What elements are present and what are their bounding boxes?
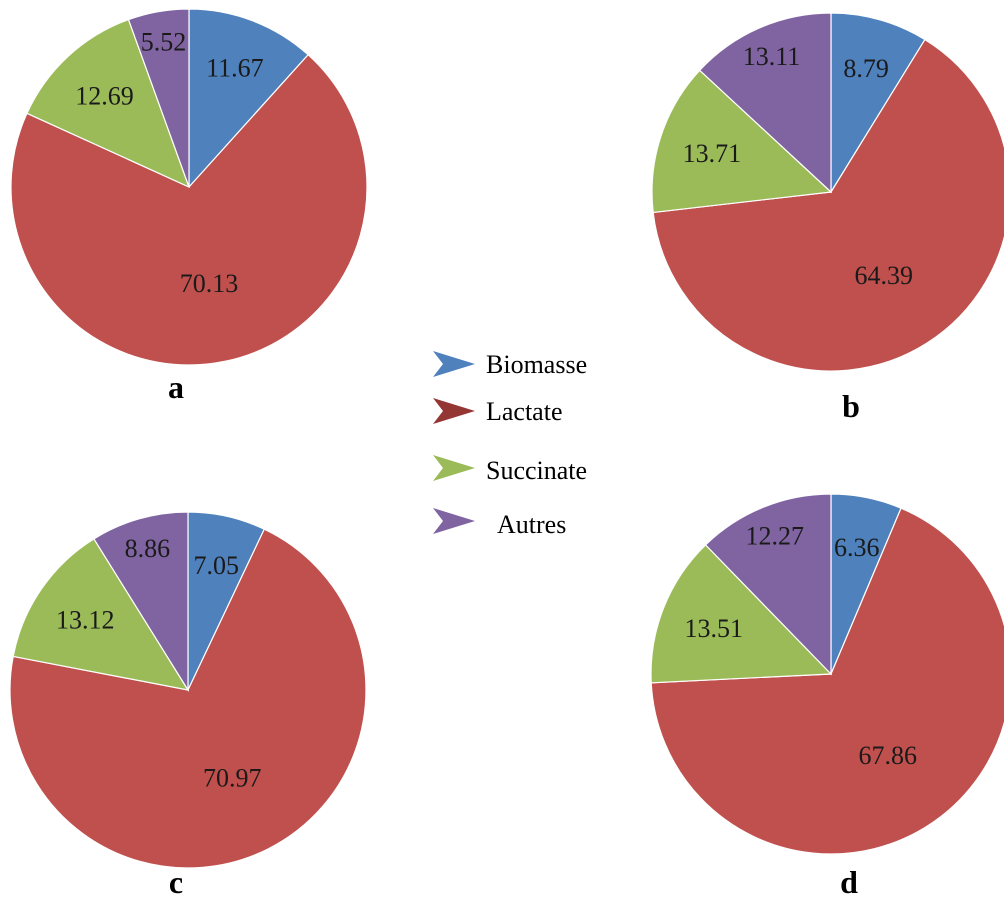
chart-legend: Biomasse Lactate Succinate Autres — [433, 350, 587, 539]
pie-d-slice-lactate — [650, 507, 1004, 855]
legend-label-lactate: Lactate — [486, 397, 563, 426]
legend-entry-biomasse: Biomasse — [433, 350, 587, 379]
pie-b-slice-lactate — [652, 38, 1004, 372]
pie-c-slice-autres — [93, 511, 189, 693]
pie-panels: 11.67 70.13 12.695.52 a 8.79 64.39 13.71 13.11 b… — [9, 8, 1004, 900]
pie-a-slice-biomasse — [188, 8, 309, 189]
pie-b-slice-autres — [698, 12, 832, 194]
legend-marker-biomasse — [433, 351, 475, 377]
panel-letter-b: b — [842, 388, 860, 424]
pie-a-slice-succinate — [26, 18, 191, 189]
legend-marker-autres — [433, 508, 475, 534]
pie-c-label-autres: 8.86 — [125, 534, 171, 563]
pie-c-slice-succinate — [12, 538, 190, 691]
pie-d-label-lactate: 67.86 — [858, 741, 917, 770]
legend-entry-succinate: Succinate — [433, 455, 587, 485]
pie-b-slice-succinate — [651, 69, 833, 214]
pie-b-slice-biomasse — [830, 12, 926, 195]
pie-a-label-lactate: 70.13 — [180, 269, 239, 298]
pie-panel-c: 7.05 70.97 13.12 8.86 c — [9, 511, 367, 900]
pie-c-slice-lactate — [9, 528, 367, 869]
pie-d-label-succinate: 13.51 — [685, 614, 744, 643]
pie-a-label-succinate: 12.69 — [75, 81, 134, 110]
pie-a-slice-lactate — [10, 53, 368, 366]
legend-entry-lactate: Lactate — [433, 397, 563, 426]
pie-d-slice-autres — [704, 493, 832, 676]
pie-c-label-succinate: 13.12 — [56, 605, 115, 634]
pie-a-label-biomasse: 11.67 — [206, 53, 264, 82]
legend-label-biomasse: Biomasse — [486, 350, 587, 379]
pie-panel-b: 8.79 64.39 13.71 13.11 b — [651, 12, 1004, 424]
pie-b-label-succinate: 13.71 — [683, 139, 742, 168]
pie-a-label-autres: 5.52 — [141, 28, 187, 57]
panel-letter-d: d — [840, 864, 858, 900]
pie-panel-a: 11.67 70.13 12.695.52 a — [10, 8, 368, 405]
pie-c-label-biomasse: 7.05 — [193, 551, 239, 580]
pie-d-label-autres: 12.27 — [746, 522, 805, 551]
legend-marker-succinate — [433, 455, 475, 481]
legend-label-succinate: Succinate — [486, 456, 587, 485]
pie-d-label-biomasse: 6.36 — [834, 533, 880, 562]
pie-c-label-lactate: 70.97 — [203, 763, 262, 792]
pie-b-label-biomasse: 8.79 — [843, 54, 889, 83]
pie-d-slice-succinate — [650, 544, 833, 684]
legend-entry-autres: Autres — [433, 508, 566, 539]
legend-marker-lactate — [433, 398, 475, 424]
legend-label-autres: Autres — [497, 510, 566, 539]
panel-letter-c: c — [169, 864, 183, 900]
panel-letter-a: a — [168, 369, 184, 405]
pie-panel-d: 6.36 67.86 13.51 12.27 d — [650, 493, 1004, 900]
pie-b-label-autres: 13.11 — [743, 42, 801, 71]
pie-b-label-lactate: 64.39 — [855, 261, 914, 290]
pie-a-slice-autres — [127, 8, 190, 188]
